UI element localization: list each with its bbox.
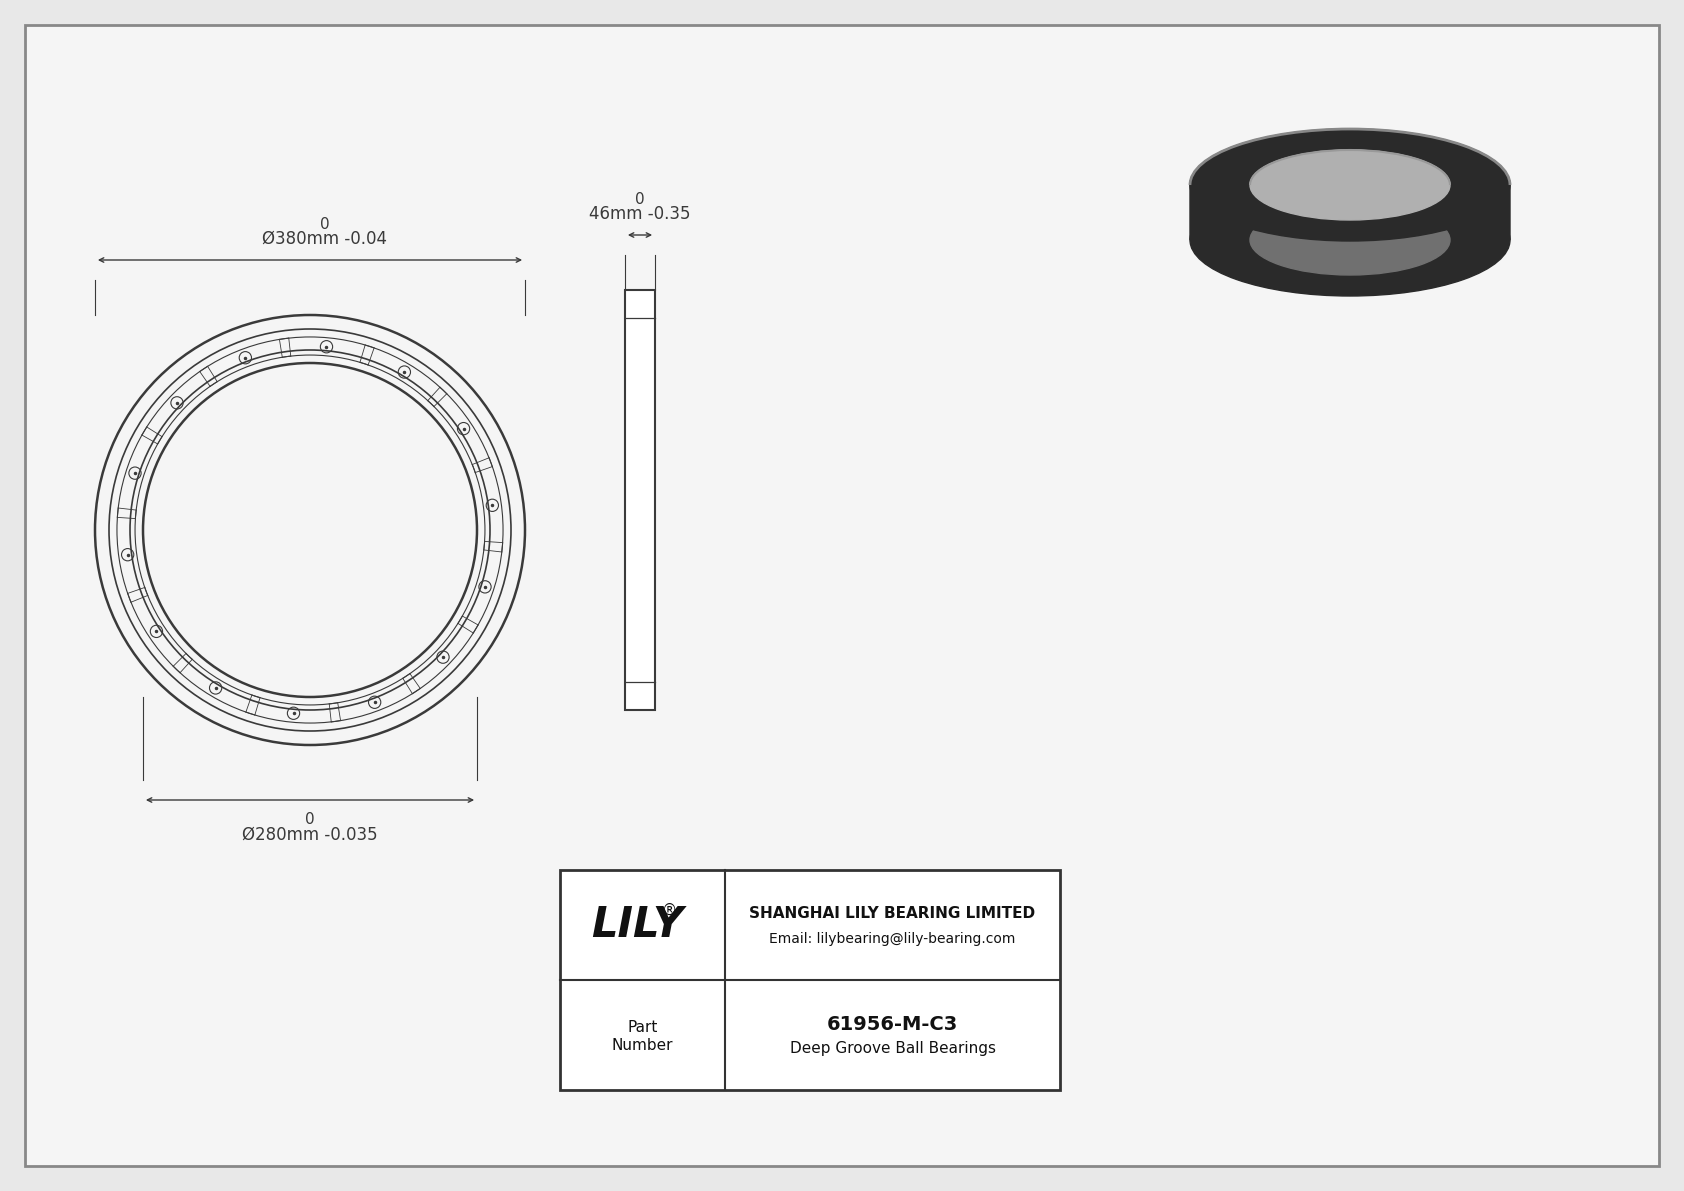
Text: 61956-M-C3: 61956-M-C3	[827, 1016, 958, 1035]
Bar	[625, 289, 655, 710]
Ellipse shape	[1250, 150, 1450, 220]
Text: LILY: LILY	[591, 904, 684, 946]
Text: 0: 0	[320, 217, 330, 232]
Text: Deep Groove Ball Bearings: Deep Groove Ball Bearings	[790, 1041, 995, 1056]
Polygon shape	[1450, 177, 1511, 241]
Ellipse shape	[1191, 129, 1511, 241]
Text: Ø380mm -0.04: Ø380mm -0.04	[263, 230, 387, 248]
Text: Number: Number	[611, 1037, 674, 1053]
Text: ®: ®	[662, 903, 677, 917]
Ellipse shape	[1191, 183, 1511, 297]
Text: Part: Part	[628, 1019, 658, 1035]
Text: 0: 0	[305, 812, 315, 827]
Text: 46mm -0.35: 46mm -0.35	[589, 205, 690, 223]
Text: Ø280mm -0.035: Ø280mm -0.035	[242, 827, 377, 844]
Text: 0: 0	[635, 192, 645, 207]
Ellipse shape	[1250, 205, 1450, 275]
Polygon shape	[1191, 177, 1250, 241]
Text: Email: lilybearing@lily-bearing.com: Email: lilybearing@lily-bearing.com	[770, 933, 1015, 946]
Text: SHANGHAI LILY BEARING LIMITED: SHANGHAI LILY BEARING LIMITED	[749, 905, 1036, 921]
Bar	[561, 869, 1059, 1090]
